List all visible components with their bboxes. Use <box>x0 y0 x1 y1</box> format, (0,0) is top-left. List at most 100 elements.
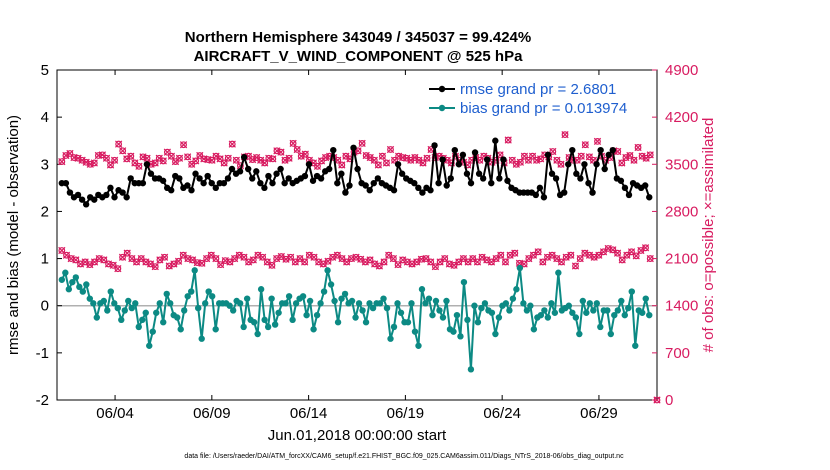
rmse-point <box>504 177 511 184</box>
rmse-point <box>176 175 183 182</box>
rmse-point <box>601 165 608 173</box>
bias-point <box>537 311 545 319</box>
rmse-point <box>536 184 544 192</box>
y-right-tick-label: 2800 <box>665 203 698 220</box>
rmse-point <box>309 177 317 184</box>
bias-point <box>275 309 282 316</box>
obs-marker <box>618 159 626 167</box>
rmse-point <box>569 146 576 154</box>
rmse-point <box>463 170 471 177</box>
bias-point <box>376 300 384 307</box>
rmse-point <box>224 175 232 182</box>
bias-point <box>555 269 562 276</box>
bias-point <box>146 342 153 349</box>
obs-marker <box>192 157 200 165</box>
bias-point <box>642 295 649 302</box>
bias-point <box>250 319 258 326</box>
bias-point <box>254 330 261 338</box>
obs-marker <box>516 158 524 166</box>
bias-point <box>135 323 142 331</box>
rmse-point <box>471 149 479 156</box>
bias-point <box>474 319 482 326</box>
rmse-point <box>354 165 361 173</box>
x-axis-label: Jun.01,2018 00:00:00 start <box>268 427 447 444</box>
bias-point <box>177 326 184 333</box>
rmse-point <box>249 175 256 182</box>
rmse-point <box>212 184 219 192</box>
bias-point <box>597 323 604 331</box>
y-left-tick-label: 1 <box>41 251 49 268</box>
obs-marker <box>342 152 350 160</box>
rmse-point <box>236 168 244 175</box>
rmse-point <box>443 182 450 189</box>
rmse-point <box>427 187 434 194</box>
bias-point <box>548 300 555 307</box>
bias-point <box>527 302 534 309</box>
rmse-point <box>82 201 90 208</box>
x-tick-label: 06/24 <box>483 405 521 422</box>
bias-point <box>572 314 580 321</box>
obs-marker <box>269 155 277 163</box>
bias-point <box>205 288 212 295</box>
obs-marker <box>609 246 617 254</box>
bias-point <box>257 286 265 293</box>
legend-bias-marker <box>438 104 446 112</box>
rmse-point <box>285 175 292 182</box>
rmse-point <box>532 191 540 199</box>
bias-point <box>327 281 335 288</box>
bias-point <box>83 281 90 288</box>
obs-marker <box>581 141 589 149</box>
bias-point <box>604 307 611 314</box>
rmse-point <box>228 165 236 173</box>
y-left-tick-label: 5 <box>41 62 49 79</box>
bias-point <box>394 300 401 307</box>
bias-point <box>460 278 468 286</box>
rmse-point <box>455 161 463 168</box>
obs-marker <box>525 254 533 263</box>
obs-marker <box>228 140 236 148</box>
obs-marker <box>293 145 301 154</box>
bias-point <box>139 316 146 324</box>
bias-point <box>488 309 496 316</box>
obs-marker <box>567 251 575 259</box>
y-axis-left-label: rmse and bias (model - observation) <box>5 115 22 355</box>
rmse-point <box>585 179 592 187</box>
rmse-point <box>374 175 382 182</box>
rmse-point <box>111 194 118 201</box>
bias-point <box>348 297 356 305</box>
obs-marker <box>634 143 642 152</box>
rmse-point <box>244 165 252 173</box>
bias-point <box>142 309 149 316</box>
bias-point <box>264 323 272 331</box>
rmse-point <box>362 182 369 189</box>
rmse-point <box>593 161 600 168</box>
bias-point <box>324 267 331 274</box>
bias-point <box>502 300 510 307</box>
bias-point <box>352 314 359 321</box>
rmse-point <box>305 161 313 168</box>
bias-point <box>236 300 244 307</box>
obs-marker <box>613 249 622 257</box>
bias-point <box>551 309 559 316</box>
obs-marker <box>577 152 585 160</box>
bias-point <box>418 286 426 293</box>
bias-point <box>184 293 191 300</box>
rmse-point <box>127 175 134 182</box>
rmse-point <box>439 156 446 163</box>
rmse-point <box>147 170 155 177</box>
bias-point <box>586 300 594 307</box>
rmse-point <box>78 196 86 203</box>
bias-point <box>299 293 307 300</box>
bias-point <box>422 300 429 307</box>
bias-point <box>320 288 328 295</box>
rmse-point <box>66 189 74 196</box>
rmse-point <box>204 172 211 180</box>
rmse-point <box>475 170 483 177</box>
rmse-point <box>317 175 325 182</box>
bias-point <box>639 309 646 316</box>
bias-point <box>93 314 101 321</box>
obs-marker <box>301 150 309 158</box>
obs-marker <box>224 154 232 162</box>
bias-point <box>243 295 251 302</box>
rmse-point <box>123 194 130 201</box>
